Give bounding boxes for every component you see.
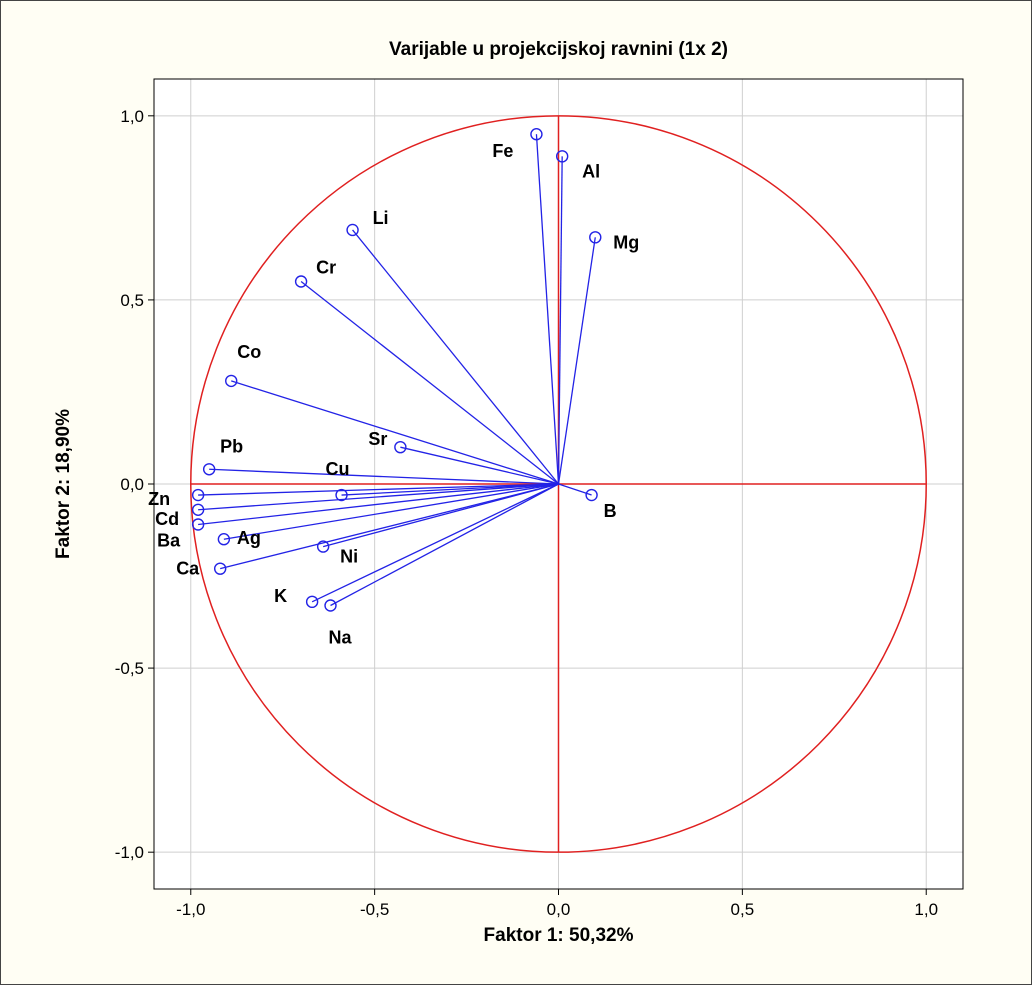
variable-label-zn: Zn bbox=[148, 489, 170, 509]
variable-label-li: Li bbox=[373, 208, 389, 228]
vector-point-ca bbox=[213, 562, 227, 575]
variable-label-mg: Mg bbox=[613, 232, 639, 252]
vector-point-li bbox=[346, 223, 359, 237]
variable-label-cd: Cd bbox=[155, 509, 179, 529]
variable-label-b: B bbox=[604, 501, 617, 521]
variable-label-ni: Ni bbox=[340, 547, 358, 567]
variable-label-fe: Fe bbox=[492, 141, 513, 161]
chart-title: Varijable u projekcijskoj ravnini (1x 2) bbox=[389, 39, 728, 60]
y-tick-label: 0,0 bbox=[120, 475, 144, 494]
vector-point-fe bbox=[530, 128, 543, 141]
vector-line-co bbox=[231, 380, 559, 485]
vector-line-zn bbox=[198, 483, 559, 496]
x-tick-label: 0,0 bbox=[547, 900, 571, 919]
ticks: -1,0 -0,5 0,0 0,5 1,0 -1,0 -0,5 0,0 0,5 1,0 bbox=[115, 107, 938, 919]
vector-line-al bbox=[557, 156, 563, 485]
variable-label-cu: Cu bbox=[326, 459, 350, 479]
x-tick-label: 0,5 bbox=[731, 900, 755, 919]
y-tick-label: -1,0 bbox=[115, 843, 144, 862]
vector-line-ca bbox=[220, 483, 559, 570]
y-tick-label: -0,5 bbox=[115, 659, 144, 678]
vector-point-na bbox=[324, 599, 337, 612]
vector-line-pb bbox=[209, 468, 559, 485]
y-tick-label: 0,5 bbox=[120, 291, 144, 310]
vector-point-al bbox=[555, 150, 569, 163]
vector-point-mg bbox=[589, 231, 602, 244]
vector-point-zn bbox=[191, 488, 205, 502]
vector-line-sr bbox=[400, 446, 559, 485]
vector-line-ba bbox=[198, 483, 559, 526]
vector-point-co bbox=[225, 374, 238, 388]
vector-point-k bbox=[305, 595, 319, 609]
vector-point-pb bbox=[202, 463, 216, 476]
variable-label-cr: Cr bbox=[316, 258, 336, 278]
variable-label-ca: Ca bbox=[176, 559, 200, 579]
vector-line-cd bbox=[198, 483, 559, 511]
vector-point-ag bbox=[217, 533, 231, 546]
variable-label-ba: Ba bbox=[157, 531, 181, 551]
y-tick-label: 1,0 bbox=[120, 107, 144, 126]
vector-line-fe bbox=[535, 134, 560, 485]
vector-point-cr bbox=[294, 275, 308, 288]
vector-line-mg bbox=[557, 237, 596, 485]
vector-point-cu bbox=[335, 488, 348, 502]
vector-line-na bbox=[330, 483, 559, 607]
vector-line-li bbox=[352, 229, 560, 485]
variable-label-co: Co bbox=[237, 342, 261, 362]
vector-line-cu bbox=[341, 483, 559, 496]
variable-label-k: K bbox=[274, 586, 287, 606]
vector-line-ag bbox=[223, 483, 559, 540]
variable-label-pb: Pb bbox=[220, 436, 243, 456]
vector-line-cr bbox=[300, 280, 559, 485]
vectors bbox=[191, 128, 602, 612]
vector-point-b bbox=[585, 488, 598, 502]
variable-label-na: Na bbox=[329, 628, 353, 648]
variable-label-sr: Sr bbox=[368, 429, 387, 449]
x-axis-title: Faktor 1: 50,32% bbox=[484, 925, 634, 946]
x-tick-label: 1,0 bbox=[914, 900, 938, 919]
x-tick-label: -1,0 bbox=[176, 900, 205, 919]
vector-point-ni bbox=[316, 540, 330, 553]
vector-line-k bbox=[311, 483, 559, 603]
vector-point-ba bbox=[191, 518, 205, 531]
y-axis-title: Faktor 2: 18,90% bbox=[53, 409, 74, 559]
x-tick-label: -0,5 bbox=[360, 900, 389, 919]
variable-label-al: Al bbox=[582, 161, 600, 181]
vector-point-sr bbox=[394, 440, 407, 454]
vector-point-cd bbox=[191, 503, 205, 516]
variable-label-ag: Ag bbox=[237, 528, 261, 548]
